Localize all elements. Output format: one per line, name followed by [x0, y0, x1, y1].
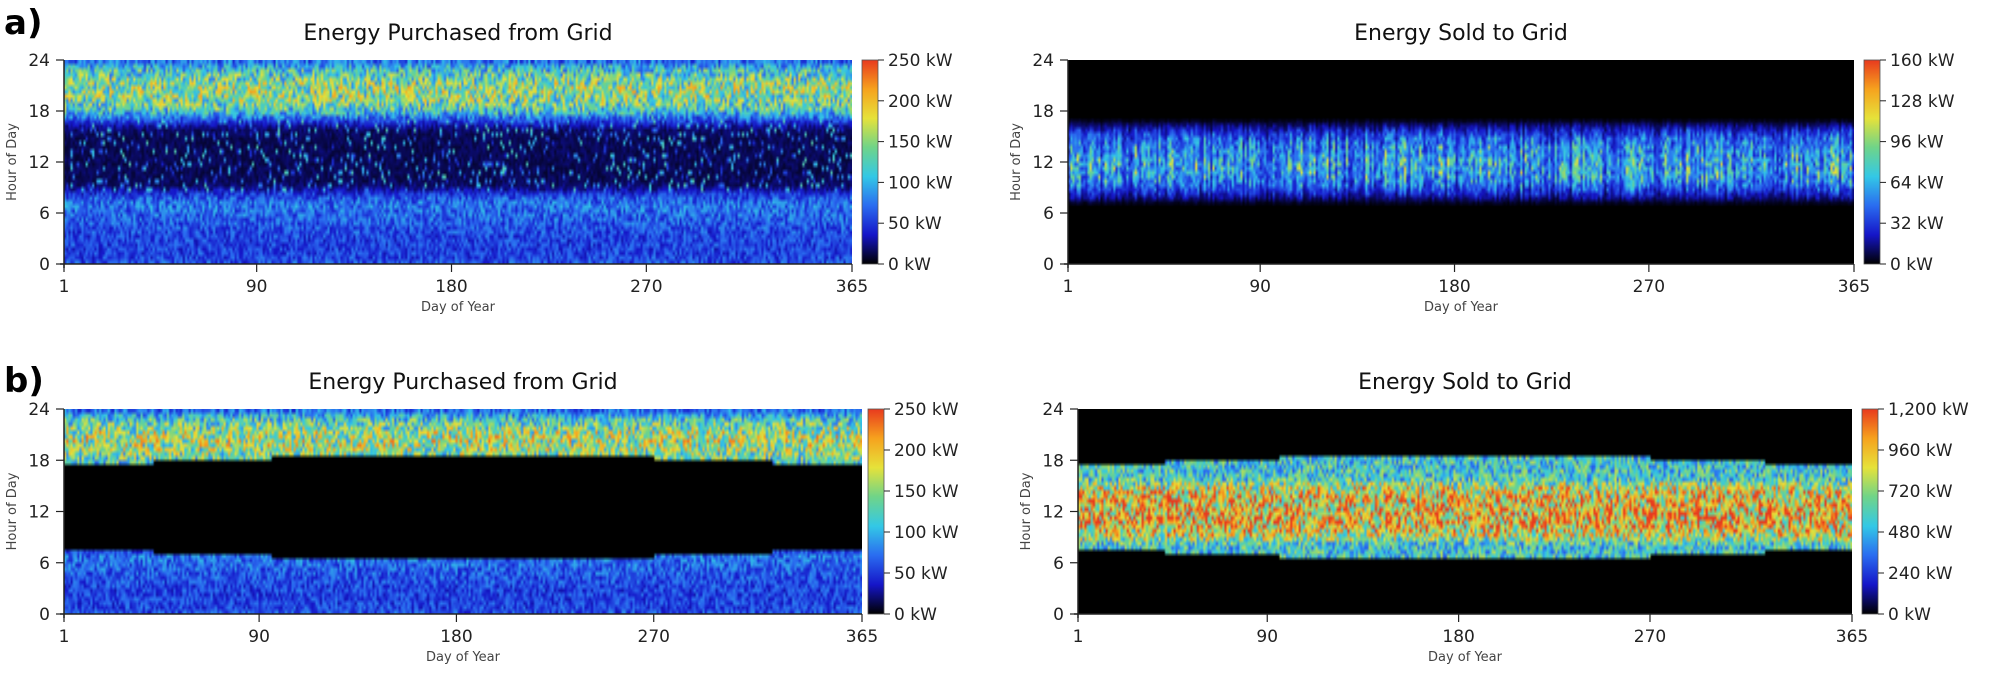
- x-tick-label: 180: [435, 277, 467, 297]
- y-tick-label: 24: [1032, 51, 1054, 71]
- colorbar-label: 200 kW: [894, 441, 959, 461]
- x-tick-label: 1: [1063, 277, 1074, 297]
- colorbar-label: 250 kW: [894, 400, 959, 420]
- y-tick-label: 12: [1042, 503, 1064, 523]
- colorbar-label: 0 kW: [1888, 605, 1931, 625]
- x-tick-label: 180: [440, 627, 472, 647]
- y-tick-label: 18: [1042, 451, 1064, 471]
- y-axis-label: Hour of Day: [5, 472, 20, 550]
- colorbar-label: 250 kW: [888, 51, 953, 71]
- y-tick-label: 6: [39, 204, 50, 224]
- colorbar-label: 200 kW: [888, 92, 953, 112]
- colorbar: [867, 408, 885, 615]
- panel-label-b: b): [4, 361, 44, 401]
- colorbar-label: 150 kW: [888, 133, 953, 153]
- x-tick-label: 90: [1256, 627, 1278, 647]
- y-tick-label: 24: [1042, 400, 1064, 420]
- x-tick-label: 1: [59, 277, 70, 297]
- x-tick-label: 270: [630, 277, 662, 297]
- y-tick-label: 18: [28, 102, 50, 122]
- y-tick-label: 12: [28, 153, 50, 173]
- x-tick-label: 90: [248, 627, 270, 647]
- colorbar-label: 150 kW: [894, 482, 959, 502]
- x-axis-label: Day of Year: [1424, 300, 1499, 315]
- colorbar-label: 100 kW: [894, 523, 959, 543]
- chart-title: Energy Sold to Grid: [1354, 21, 1568, 46]
- colorbar-label: 240 kW: [1888, 564, 1953, 584]
- y-axis-label: Hour of Day: [5, 123, 20, 201]
- heatmap-cells: [1068, 60, 1854, 264]
- colorbar-label: 0 kW: [1890, 255, 1933, 275]
- y-tick-label: 18: [28, 451, 50, 471]
- x-tick-label: 90: [1249, 277, 1271, 297]
- colorbar-label: 160 kW: [1890, 51, 1955, 71]
- x-tick-label: 270: [1633, 277, 1665, 297]
- y-tick-label: 6: [1053, 554, 1064, 574]
- chart-title: Energy Purchased from Grid: [308, 370, 617, 395]
- y-tick-label: 12: [28, 503, 50, 523]
- colorbar-label: 128 kW: [1890, 92, 1955, 112]
- y-tick-label: 0: [39, 605, 50, 625]
- x-tick-label: 1: [59, 627, 70, 647]
- y-tick-label: 24: [28, 400, 50, 420]
- x-tick-label: 90: [246, 277, 268, 297]
- x-axis-label: Day of Year: [426, 650, 501, 665]
- y-tick-label: 24: [28, 51, 50, 71]
- x-tick-label: 270: [1634, 627, 1666, 647]
- colorbar-label: 0 kW: [888, 255, 931, 275]
- x-axis-label: Day of Year: [1428, 650, 1503, 665]
- x-axis-label: Day of Year: [421, 300, 496, 315]
- y-axis-label: Hour of Day: [1009, 123, 1024, 201]
- heatmap-cells: [64, 409, 862, 614]
- y-tick-label: 0: [1053, 605, 1064, 625]
- chart-title: Energy Sold to Grid: [1358, 370, 1572, 395]
- y-tick-label: 6: [1043, 204, 1054, 224]
- colorbar-label: 0 kW: [894, 605, 937, 625]
- y-axis-label: Hour of Day: [1019, 472, 1034, 550]
- chart-title: Energy Purchased from Grid: [303, 21, 612, 46]
- y-tick-label: 12: [1032, 153, 1054, 173]
- heatmap-cells: [1078, 409, 1852, 614]
- colorbar-label: 100 kW: [888, 173, 953, 193]
- colorbar-label: 50 kW: [894, 564, 948, 584]
- x-tick-label: 180: [1438, 277, 1470, 297]
- panel-label-a: a): [4, 3, 42, 43]
- colorbar: [1861, 408, 1879, 615]
- x-tick-label: 270: [638, 627, 670, 647]
- colorbar-label: 480 kW: [1888, 523, 1953, 543]
- colorbar-label: 32 kW: [1890, 214, 1944, 234]
- colorbar-label: 960 kW: [1888, 441, 1953, 461]
- y-tick-label: 0: [39, 255, 50, 275]
- x-tick-label: 180: [1442, 627, 1474, 647]
- colorbar-label: 96 kW: [1890, 133, 1944, 153]
- x-tick-label: 365: [1836, 627, 1868, 647]
- x-tick-label: 365: [1838, 277, 1870, 297]
- colorbar: [1863, 59, 1881, 265]
- x-tick-label: 365: [846, 627, 878, 647]
- colorbar-label: 1,200 kW: [1888, 400, 1969, 420]
- y-tick-label: 18: [1032, 102, 1054, 122]
- colorbar-label: 50 kW: [888, 214, 942, 234]
- y-tick-label: 6: [39, 554, 50, 574]
- colorbar-label: 64 kW: [1890, 173, 1944, 193]
- y-tick-label: 0: [1043, 255, 1054, 275]
- x-tick-label: 1: [1073, 627, 1084, 647]
- colorbar: [861, 59, 879, 265]
- heatmap-cells: [64, 60, 852, 264]
- x-tick-label: 365: [836, 277, 868, 297]
- colorbar-label: 720 kW: [1888, 482, 1953, 502]
